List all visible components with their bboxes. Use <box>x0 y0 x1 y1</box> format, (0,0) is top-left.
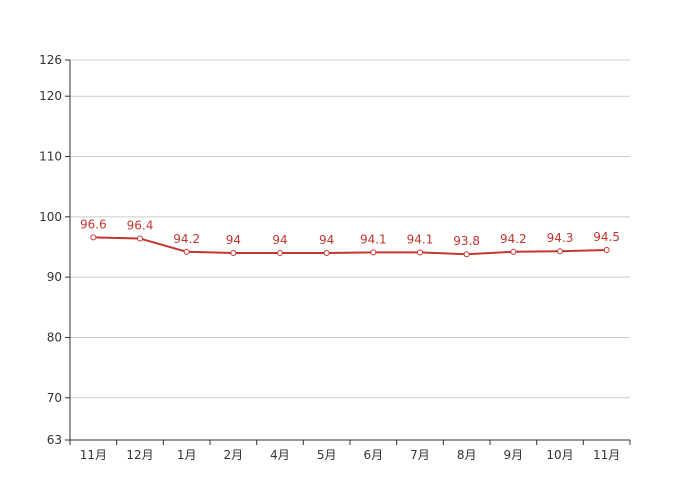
series-line <box>93 236 607 256</box>
data-label: 94.1 <box>360 232 387 246</box>
x-tick-label: 10月 <box>546 448 573 462</box>
data-label: 96.6 <box>80 217 107 231</box>
data-label: 94.3 <box>547 231 574 245</box>
data-point <box>463 251 470 258</box>
data-point <box>370 249 377 256</box>
series-layer: 96.6 96.4 94.2 94 94 94 94.1 94.1 93.8 94.2 94.3 94… <box>80 217 620 258</box>
data-label: 94.1 <box>407 232 434 246</box>
y-tick-label: 110 <box>39 150 62 164</box>
data-label: 94 <box>319 233 334 247</box>
data-label: 96.4 <box>127 219 154 233</box>
x-tick-label: 5月 <box>317 448 337 462</box>
y-axis-ticks: 63 70 80 90 100 110 120 126 <box>39 53 70 447</box>
gridlines <box>70 59 630 399</box>
y-tick-label: 120 <box>39 89 62 103</box>
y-tick-label: 80 <box>47 330 62 344</box>
x-tick-label: 9月 <box>504 448 524 462</box>
y-tick-label: 70 <box>47 391 62 405</box>
x-axis-ticks: 11月 12月 1月 2月 4月 5月 6月 7月 8月 9月 10月 11月 <box>69 440 631 462</box>
x-tick-label: 1月 <box>177 448 197 462</box>
x-tick-label: 8月 <box>457 448 477 462</box>
data-point <box>230 250 237 257</box>
data-point <box>90 234 97 241</box>
data-point <box>183 248 190 255</box>
x-tick-label: 7月 <box>410 448 430 462</box>
y-tick-label: 90 <box>47 270 62 284</box>
y-tick-label: 100 <box>39 210 62 224</box>
data-point <box>557 248 563 255</box>
x-tick-label: 12月 <box>126 448 153 462</box>
y-tick-label: 63 <box>47 433 62 447</box>
data-label: 94.2 <box>500 232 527 246</box>
data-point <box>603 247 610 253</box>
axes <box>69 60 630 441</box>
data-point <box>417 249 423 256</box>
data-point <box>277 250 283 257</box>
x-tick-label: 6月 <box>364 448 384 462</box>
x-tick-label: 11月 <box>593 448 620 462</box>
data-point <box>510 248 517 255</box>
data-point <box>137 235 143 242</box>
data-label: 94 <box>226 233 241 247</box>
x-tick-label: 2月 <box>224 448 244 462</box>
y-tick-label: 126 <box>39 53 62 67</box>
data-point <box>323 250 330 257</box>
x-tick-label: 4月 <box>270 448 290 462</box>
x-tick-label: 11月 <box>80 448 107 462</box>
data-label: 94 <box>272 233 287 247</box>
data-label: 93.8 <box>453 234 480 248</box>
data-label: 94.2 <box>173 232 200 246</box>
data-label: 94.5 <box>593 230 620 244</box>
